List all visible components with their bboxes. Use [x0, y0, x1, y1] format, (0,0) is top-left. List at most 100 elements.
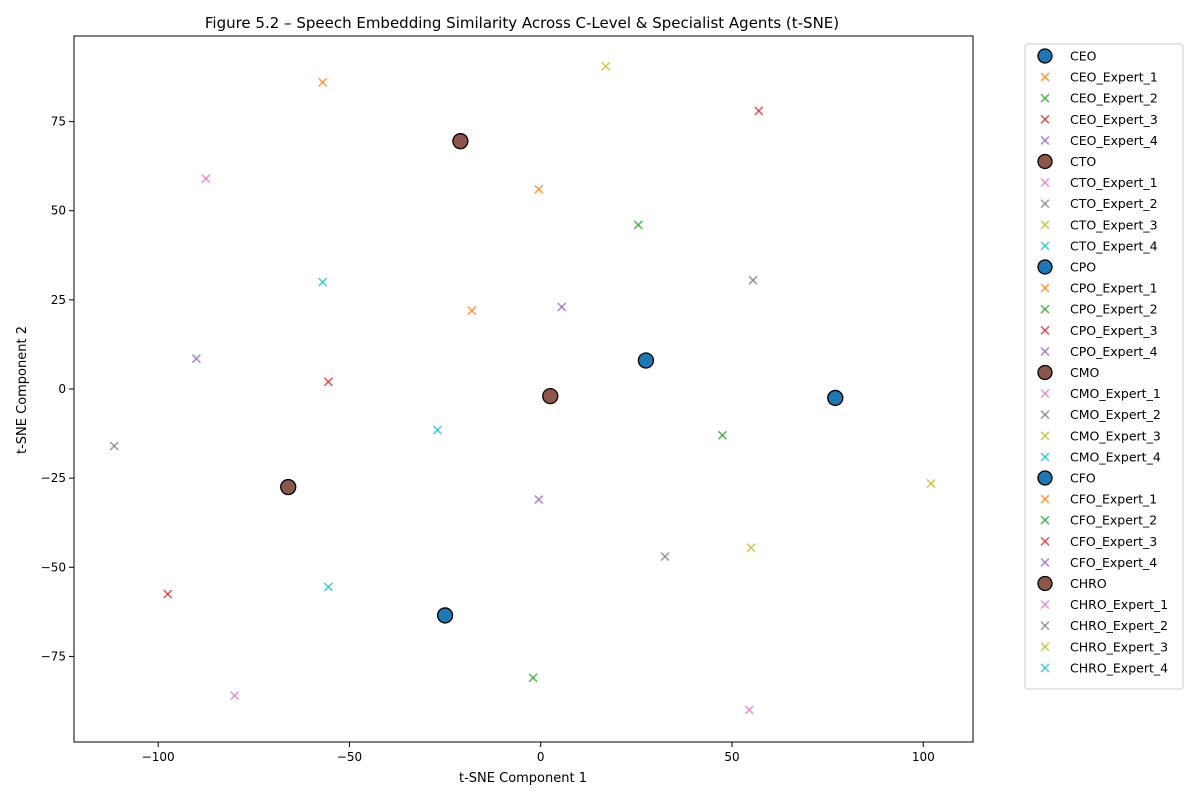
- legend-item: CHRO: [1037, 575, 1107, 592]
- x-tick-label: 50: [724, 750, 739, 764]
- point-cmo-expert-1: [744, 705, 754, 715]
- legend-item: CFO_Expert_4: [1040, 555, 1157, 570]
- legend-item: CEO_Expert_3: [1040, 112, 1158, 127]
- point-cpo-expert-4: [191, 354, 201, 364]
- legend-label: CMO_Expert_3: [1070, 428, 1161, 443]
- legend-label: CEO_Expert_3: [1070, 112, 1158, 127]
- point-cfo-expert-4: [534, 494, 544, 505]
- legend-label: CPO_Expert_1: [1070, 281, 1158, 296]
- legend-label: CFO: [1070, 471, 1096, 486]
- legend-marker: [1040, 220, 1050, 230]
- legend-marker: [1040, 515, 1050, 525]
- legend-marker: [1040, 431, 1050, 441]
- legend-item: CEO_Expert_1: [1040, 70, 1158, 85]
- legend-item: CMO: [1037, 364, 1100, 381]
- y-tick-label: 75: [51, 115, 66, 129]
- point-cmo-expert-2: [109, 441, 119, 451]
- point-ceo-expert-4: [557, 302, 567, 312]
- legend-marker: [1040, 93, 1050, 103]
- legend-label: CEO_Expert_4: [1070, 133, 1158, 148]
- legend-label: CMO_Expert_1: [1070, 386, 1161, 401]
- legend-marker: [1040, 178, 1050, 188]
- point-cpo-expert-2: [717, 430, 727, 440]
- point-cpo-expert-1: [467, 305, 477, 316]
- legend-item: CMO_Expert_3: [1040, 428, 1161, 443]
- legend-label: CPO_Expert_3: [1070, 323, 1158, 338]
- legend-label: CTO_Expert_4: [1070, 238, 1158, 253]
- plot-marks: [109, 61, 936, 715]
- legend-item: CHRO_Expert_3: [1040, 639, 1168, 654]
- point-cfo-expert-2: [528, 673, 538, 683]
- legend-marker: [1037, 153, 1053, 170]
- y-tick-label: −50: [41, 560, 66, 574]
- legend-item: CTO_Expert_2: [1040, 196, 1158, 211]
- point-chro-expert-2: [660, 552, 670, 562]
- point-cto-expert-3: [601, 61, 611, 71]
- legend-item: CMO_Expert_1: [1040, 386, 1161, 401]
- legend-label: CHRO_Expert_4: [1070, 660, 1168, 675]
- point-chro-expert-4: [323, 582, 333, 592]
- x-tick-label: 100: [912, 750, 935, 764]
- point-cto-expert-2: [748, 275, 758, 285]
- x-tick-label: −50: [337, 750, 362, 764]
- legend-item: CTO_Expert_4: [1040, 238, 1158, 253]
- legend-marker: [1040, 452, 1050, 462]
- legend-label: CPO_Expert_4: [1070, 344, 1158, 359]
- point-ceo-expert-1: [318, 77, 328, 87]
- legend-label: CMO_Expert_2: [1070, 407, 1161, 422]
- legend-item: CMO_Expert_4: [1040, 449, 1161, 464]
- legend-label: CHRO_Expert_3: [1070, 639, 1168, 654]
- legend-marker: [1040, 325, 1050, 335]
- legend-item: CPO_Expert_1: [1040, 281, 1158, 296]
- legend-label: CTO_Expert_3: [1070, 217, 1158, 232]
- y-tick-label: −25: [41, 471, 66, 485]
- legend-item: CPO_Expert_2: [1040, 302, 1158, 317]
- legend-label: CTO_Expert_2: [1070, 196, 1158, 211]
- legend-marker: [1040, 241, 1050, 251]
- legend-marker: [1040, 536, 1050, 546]
- legend-item: CTO_Expert_3: [1040, 217, 1158, 232]
- legend-item: CPO_Expert_4: [1040, 344, 1158, 359]
- y-axis-label: t-SNE Component 2: [15, 326, 30, 454]
- legend-marker: [1037, 364, 1053, 381]
- y-axis-ticks: −75 −50 −25 0 25 50 75: [41, 115, 74, 663]
- legend-marker: [1037, 470, 1053, 486]
- legend-item: CFO_Expert_3: [1040, 534, 1157, 549]
- legend-label: CPO: [1070, 260, 1096, 275]
- legend-item: CEO_Expert_2: [1040, 91, 1158, 106]
- legend-item: CMO_Expert_2: [1040, 407, 1161, 422]
- legend-label: CMO_Expert_4: [1070, 449, 1161, 464]
- legend-label: CPO_Expert_2: [1070, 302, 1158, 317]
- point-cto-expert-1: [201, 174, 211, 184]
- legend-item: CPO: [1037, 259, 1096, 275]
- point-ceo-expert-3: [754, 106, 764, 116]
- legend-item: CEO: [1037, 48, 1097, 64]
- legend-marker: [1040, 135, 1050, 145]
- legend-label: CTO: [1070, 154, 1096, 169]
- legend-marker: [1040, 557, 1050, 567]
- y-tick-label: 50: [51, 204, 66, 218]
- legend-label: CEO: [1070, 49, 1097, 64]
- y-tick-label: 0: [58, 382, 66, 396]
- x-axis-label: t-SNE Component 1: [459, 771, 587, 786]
- legend-marker: [1040, 494, 1050, 504]
- legend-item: CHRO_Expert_2: [1040, 618, 1168, 633]
- point-cpo-expert-3: [323, 377, 333, 387]
- legend-marker: [1040, 663, 1050, 673]
- point-cto-expert-4: [318, 277, 328, 287]
- legend-label: CFO_Expert_4: [1070, 555, 1157, 570]
- legend-label: CHRO_Expert_1: [1070, 597, 1168, 612]
- legend-label: CMO: [1070, 365, 1100, 380]
- legend-marker: [1040, 346, 1050, 356]
- point-chro-expert-3: [926, 478, 936, 489]
- y-tick-label: 25: [51, 293, 66, 307]
- legend-label: CHRO: [1070, 576, 1107, 591]
- point-ceo-expert-2: [633, 220, 643, 230]
- point-cmo-expert-3: [746, 543, 756, 553]
- point-cfo: [436, 607, 454, 624]
- y-tick-label: −75: [41, 649, 66, 663]
- legend-marker: [1037, 259, 1053, 275]
- legend-marker: [1040, 621, 1050, 631]
- legend-marker: [1040, 283, 1050, 293]
- point-chro-expert-1: [230, 691, 240, 701]
